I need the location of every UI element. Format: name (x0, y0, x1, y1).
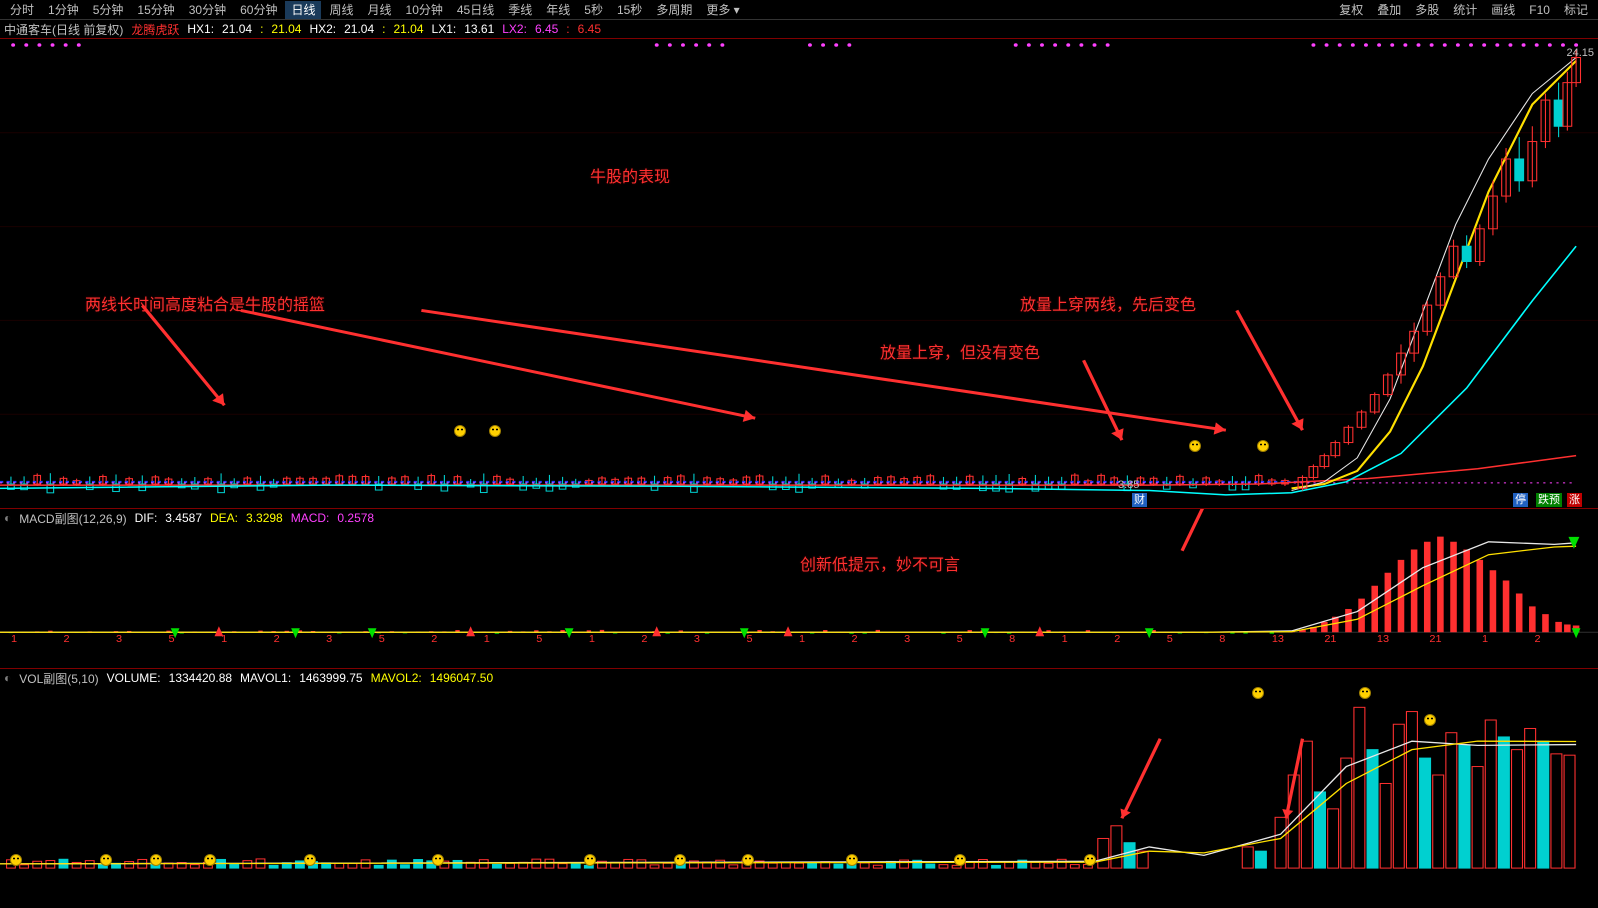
badge-dieyu: 跌预 (1536, 493, 1562, 507)
svg-text:1: 1 (11, 635, 17, 645)
smiley-icon (1252, 687, 1264, 699)
hx2-val2: 21.04 (394, 22, 424, 36)
svg-text:2: 2 (852, 635, 858, 645)
timeframe-1[interactable]: 1分钟 (42, 1, 85, 19)
smiley-icon (304, 854, 316, 866)
svg-text:13: 13 (1377, 635, 1389, 645)
smiley-icon (1084, 854, 1096, 866)
timeframe-6[interactable]: 日线 (285, 1, 321, 19)
hx1-label: HX1: (187, 22, 214, 36)
svg-text:5: 5 (536, 635, 542, 645)
hx2-val: 21.04 (344, 22, 374, 36)
smiley-icon (584, 854, 596, 866)
svg-text:13: 13 (1272, 635, 1284, 645)
smiley-icon (1424, 714, 1436, 726)
svg-text:5: 5 (1167, 635, 1173, 645)
hx1-val: 21.04 (222, 22, 252, 36)
timeframe-13[interactable]: 5秒 (578, 1, 609, 19)
tool-4[interactable]: 画线 (1485, 1, 1521, 19)
smiley-icon (846, 854, 858, 866)
svg-text:1: 1 (484, 635, 490, 645)
timeframe-toolbar: 分时1分钟5分钟15分钟30分钟60分钟日线周线月线10分钟45日线季线年线5秒… (0, 0, 1598, 20)
svg-text:1: 1 (1482, 635, 1488, 645)
lx2-label: LX2: (502, 22, 527, 36)
main-info-bar: 中通客车(日线 前复权) 龙腾虎跃 HX1: 21.04 : 21.04 HX2… (0, 20, 1598, 38)
volume-chart[interactable]: ◐ VOL副图(5,10) VOLUME: 1334420.88 MAVOL1:… (0, 668, 1598, 888)
lx2-val: 6.45 (535, 22, 558, 36)
tool-5[interactable]: F10 (1523, 1, 1556, 19)
svg-text:2: 2 (641, 635, 647, 645)
svg-text:3: 3 (904, 635, 910, 645)
timeframe-5[interactable]: 60分钟 (234, 1, 283, 19)
hx1-val2: 21.04 (271, 22, 301, 36)
svg-text:1: 1 (1062, 635, 1068, 645)
timeframe-16[interactable]: 更多 ▾ (700, 1, 745, 19)
price-low-label: 3.85 (1118, 479, 1139, 491)
smiley-icon (742, 854, 754, 866)
timeframe-4[interactable]: 30分钟 (183, 1, 232, 19)
stock-name: 中通客车(日线 前复权) (4, 21, 123, 38)
timeframe-9[interactable]: 10分钟 (400, 1, 449, 19)
svg-text:2: 2 (63, 635, 69, 645)
smiley-icon (1359, 687, 1371, 699)
timeframe-14[interactable]: 15秒 (611, 1, 648, 19)
badge-zhang: 涨 (1567, 493, 1582, 507)
smiley-icon (489, 425, 501, 437)
strategy-name: 龙腾虎跃 (131, 21, 179, 38)
svg-text:8: 8 (1219, 635, 1225, 645)
timeframe-11[interactable]: 季线 (502, 1, 538, 19)
svg-text:3: 3 (116, 635, 122, 645)
smiley-icon (674, 854, 686, 866)
smiley-icon (1189, 440, 1201, 452)
svg-text:1: 1 (589, 635, 595, 645)
svg-text:5: 5 (169, 635, 175, 645)
svg-text:2: 2 (1114, 635, 1120, 645)
svg-text:2: 2 (431, 635, 437, 645)
timeframe-12[interactable]: 年线 (540, 1, 576, 19)
price-high-label: 24.15 (1566, 47, 1594, 59)
tool-0[interactable]: 复权 (1333, 1, 1369, 19)
lx2-val2: 6.45 (578, 22, 601, 36)
smiley-icon (454, 425, 466, 437)
lx1-label: LX1: (432, 22, 457, 36)
svg-text:3: 3 (326, 635, 332, 645)
timeframe-3[interactable]: 15分钟 (131, 1, 180, 19)
timeframe-15[interactable]: 多周期 (650, 1, 698, 19)
badge-ting: 停 (1513, 493, 1528, 507)
timeframe-10[interactable]: 45日线 (451, 1, 500, 19)
svg-text:2: 2 (1535, 635, 1541, 645)
smiley-icon (1257, 440, 1269, 452)
timeframe-2[interactable]: 5分钟 (87, 1, 130, 19)
tool-6[interactable]: 标记 (1558, 1, 1594, 19)
smiley-icon (204, 854, 216, 866)
svg-text:8: 8 (1009, 635, 1015, 645)
timeframe-8[interactable]: 月线 (362, 1, 398, 19)
lx1-val: 13.61 (464, 22, 494, 36)
svg-text:21: 21 (1324, 635, 1336, 645)
svg-text:1: 1 (799, 635, 805, 645)
candlestick-chart[interactable]: 24.15 3.85 财 停 跌预 涨 牛股的表现两线长时间高度粘合是牛股的摇篮… (0, 38, 1598, 508)
timeframe-7[interactable]: 周线 (323, 1, 359, 19)
smiley-icon (954, 854, 966, 866)
smiley-icon (100, 854, 112, 866)
hx2-label: HX2: (309, 22, 336, 36)
svg-text:5: 5 (379, 635, 385, 645)
svg-text:5: 5 (746, 635, 752, 645)
smiley-icon (150, 854, 162, 866)
timeframe-0[interactable]: 分时 (4, 1, 40, 19)
tool-2[interactable]: 多股 (1409, 1, 1445, 19)
smiley-icon (432, 854, 444, 866)
badge-cai: 财 (1132, 493, 1147, 507)
tool-1[interactable]: 叠加 (1371, 1, 1407, 19)
smiley-icon (10, 854, 22, 866)
svg-text:21: 21 (1429, 635, 1441, 645)
tool-3[interactable]: 统计 (1447, 1, 1483, 19)
svg-text:2: 2 (274, 635, 280, 645)
svg-text:5: 5 (957, 635, 963, 645)
macd-chart[interactable]: ◐ MACD副图(12,26,9) DIF: 3.4587 DEA: 3.329… (0, 508, 1598, 668)
svg-text:3: 3 (694, 635, 700, 645)
